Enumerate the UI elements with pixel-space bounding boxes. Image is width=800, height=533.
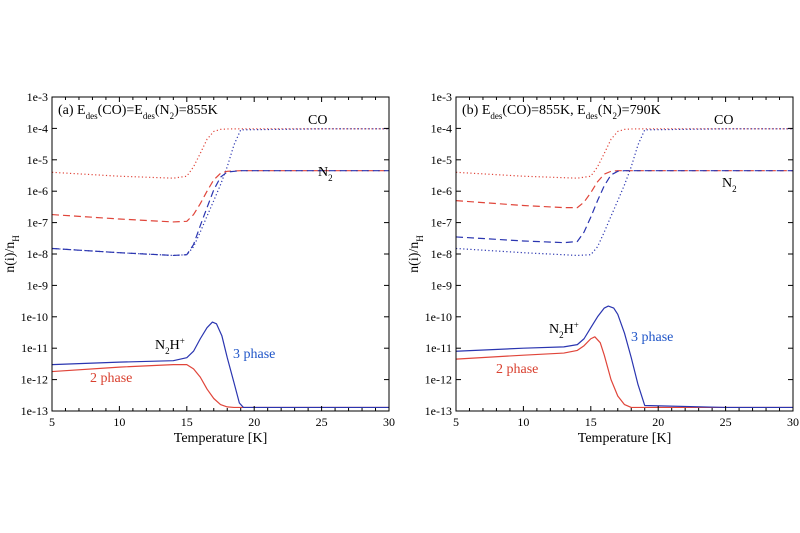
series-co-2-phase [455,128,793,179]
label-3-phase-a: 3 phase [233,347,275,362]
panel-b: 5 10 15 20 25 30 1e-13 1e-12 1e-11 1e-10 1e-9 1e-8 1… [407,90,799,446]
y-tick-label: 1e-5 [27,153,48,167]
y-tick-label: 1e-7 [431,216,452,230]
y-tick-label: 1e-11 [425,341,452,355]
y-tick-label: 1e-9 [27,278,48,292]
y-tick-label: 1e-13 [425,404,452,418]
label-n2-a: N2 [318,165,333,183]
y-tick-label: 1e-9 [431,278,452,292]
series-n2-3-phase [455,170,793,244]
label-n2hplus-b: N2H+ [549,320,579,340]
x-tick-label: 25 [316,415,328,429]
y-tick-label: 1e-8 [431,247,452,261]
ticks-layer-a: 5 10 15 20 25 30 1e-13 1e-12 1e-11 1e-10 1e-9 1e-8 1… [21,90,395,429]
label-n2hplus-a: N2H+ [155,336,185,356]
series-layer-a [51,128,389,409]
x-tick-label: 25 [720,415,732,429]
y-tick-label: 1e-4 [27,121,48,135]
x-tick-label: 30 [787,415,799,429]
panel-title-a: (a) Edes(CO)=Edes(N2)=855K [58,103,218,121]
series-n2hplus-3-phase [455,305,793,409]
label-co-a: CO [308,113,327,128]
x-tick-label: 5 [453,415,459,429]
series-co-3-phase [455,128,793,257]
series-layer-b [455,128,793,409]
x-axis-label-a: Temperature [K] [174,431,267,446]
y-axis-label-a: n(i)/nH [3,235,21,273]
label-n2-b: N2 [722,176,737,194]
x-tick-label: 5 [49,415,55,429]
y-tick-label: 1e-6 [431,184,452,198]
label-2-phase-b: 2 phase [496,362,538,377]
y-tick-label: 1e-10 [425,310,452,324]
label-3-phase-b: 3 phase [631,330,673,345]
label-co-b: CO [714,113,733,128]
series-n2-2-phase [51,170,389,223]
x-tick-label: 15 [585,415,597,429]
y-tick-label: 1e-4 [431,121,452,135]
panel-a: 5 10 15 20 25 30 1e-13 1e-12 1e-11 1e-10 1e-9 1e-8 1… [3,90,395,446]
panel-title-b: (b) Edes(CO)=855K, Edes(N2)=790K [462,103,661,121]
y-tick-label: 1e-5 [431,153,452,167]
y-tick-label: 1e-3 [431,90,452,104]
x-tick-label: 20 [652,415,664,429]
x-tick-label: 20 [248,415,260,429]
x-tick-label: 10 [517,415,529,429]
x-tick-label: 10 [113,415,125,429]
y-tick-label: 1e-11 [21,341,48,355]
series-n2hplus-3-phase [51,321,389,409]
series-co-2-phase [51,128,389,179]
x-axis-label-b: Temperature [K] [578,431,671,446]
series-n2hplus-2-phase [455,336,793,409]
label-2-phase-a: 2 phase [90,371,132,386]
y-axis-label-b: n(i)/nH [407,235,425,273]
series-n2-2-phase [455,170,793,209]
y-tick-label: 1e-10 [21,310,48,324]
series-co-3-phase [51,128,389,257]
series-n2hplus-2-phase [51,364,389,409]
y-tick-label: 1e-12 [425,373,452,387]
y-tick-label: 1e-6 [27,184,48,198]
ticks-layer-b: 5 10 15 20 25 30 1e-13 1e-12 1e-11 1e-10 1e-9 1e-8 1… [425,90,799,429]
y-tick-label: 1e-7 [27,216,48,230]
y-tick-label: 1e-3 [27,90,48,104]
plot-frame-a [51,96,390,412]
y-tick-label: 1e-13 [21,404,48,418]
x-tick-label: 30 [383,415,395,429]
y-tick-label: 1e-8 [27,247,48,261]
series-n2-3-phase [51,170,389,257]
x-tick-label: 15 [181,415,193,429]
y-tick-label: 1e-12 [21,373,48,387]
